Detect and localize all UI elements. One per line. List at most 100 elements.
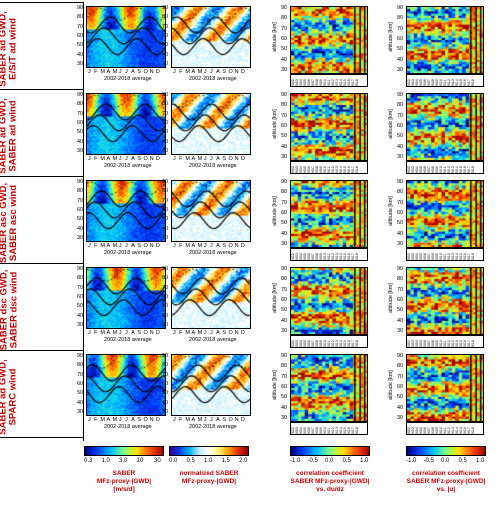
altitude-tick: 70 [77, 284, 84, 291]
month-tick: J [203, 243, 207, 249]
month-tick: J [173, 243, 176, 249]
panel-r2-c2 [171, 93, 251, 155]
month-tick: N [149, 156, 154, 162]
month-tick: D [155, 156, 160, 162]
month-tick: A [216, 243, 220, 249]
altitude-tick: 30 [397, 67, 404, 73]
row-label-text: SABER asc GWD, SABER asc wind [0, 182, 19, 264]
month-tick: N [149, 417, 154, 423]
colorbar-label-line: normalized SABER [179, 470, 239, 477]
month-tick: M [197, 330, 203, 336]
month-tick: O [228, 156, 233, 162]
month-tick: J [118, 330, 122, 336]
row-label-text: SABER ad GWD, SPARC wind [0, 359, 20, 435]
altitude-tick: 40 [77, 312, 84, 319]
altitude-tick: 60 [77, 207, 84, 213]
altitude-tick: 90 [281, 353, 288, 359]
altitude-tick: 80 [77, 188, 84, 195]
year-tick: 2018 [355, 340, 359, 348]
altitude-tick: 60 [281, 210, 288, 216]
month-tick: M [185, 243, 190, 249]
altitude-tick: 50 [162, 129, 169, 136]
average-caption: 2002-2018 average [189, 163, 237, 169]
month-tick: A [131, 69, 135, 75]
month-tick: S [222, 69, 226, 75]
month-tick: J [210, 417, 213, 423]
altitude-tick: 60 [162, 33, 169, 39]
altitude-axis-label: altitude [km] [271, 109, 278, 139]
month-tick: J [118, 156, 122, 162]
month-tick: A [216, 69, 220, 75]
month-tick: A [216, 417, 220, 423]
month-tick: J [173, 417, 176, 423]
altitude-tick: 40 [162, 312, 169, 319]
month-tick: M [100, 330, 105, 336]
colorbar-label: normalized SABER MFz-proxy-|GWD| [164, 470, 254, 486]
altitude-tick: 90 [162, 266, 169, 272]
month-tick: M [112, 69, 118, 75]
altitude-tick: 90 [397, 266, 404, 272]
average-caption: 2002-2018 average [189, 424, 237, 430]
heatmap-field [407, 94, 483, 160]
altitude-tick: 30 [281, 328, 288, 334]
row-separator [0, 350, 83, 351]
altitude-tick: 50 [77, 129, 84, 136]
month-tick: N [234, 330, 239, 336]
colorbar-label-line: vs. du/dz [316, 486, 344, 493]
altitude-axis-label: altitude [km] [387, 283, 394, 313]
altitude-tick: 60 [397, 123, 404, 129]
altitude-tick: 70 [162, 197, 169, 204]
heatmap-field [291, 94, 367, 160]
month-tick: A [191, 417, 196, 423]
altitude-tick: 60 [77, 120, 84, 126]
month-tick: A [191, 330, 196, 336]
month-tick: M [100, 69, 105, 75]
panel-r2-c1 [86, 93, 166, 155]
row-separator [0, 437, 83, 438]
altitude-tick: 60 [162, 120, 169, 126]
altitude-tick: 30 [281, 415, 288, 421]
altitude-tick: 90 [77, 5, 84, 11]
colorbar-tick: -0.5 [307, 458, 318, 464]
month-tick: J [173, 330, 176, 336]
altitude-tick: 70 [397, 112, 404, 119]
average-caption: 2002-2018 average [104, 163, 152, 169]
colorbar-label: SABER MFz-proxy-|GWD| [m/s/d] [79, 470, 169, 494]
panel-r3-c1 [86, 180, 166, 242]
year-tick: 2018 [471, 79, 475, 87]
year-tick-strip: 2002 2003 2004 2005 2006 2007 2008 2009 2010 2011… [406, 74, 484, 87]
heatmap-field [172, 355, 250, 415]
colorbar-label-line: [m/s/d] [113, 486, 135, 493]
altitude-tick: 70 [397, 199, 404, 206]
year-tick: 2018 [471, 340, 475, 348]
altitude-tick: 50 [281, 46, 288, 53]
month-tick: J [210, 243, 213, 249]
altitude-tick: 70 [162, 371, 169, 378]
altitude-tick: 30 [77, 61, 84, 67]
colorbar-corr2 [406, 446, 486, 456]
colorbar-tick: 10 [136, 458, 144, 464]
month-tick: J [203, 156, 207, 162]
heatmap-field [407, 7, 483, 73]
colorbar-tick: -1.0 [290, 458, 301, 464]
altitude-tick: 60 [281, 297, 288, 303]
altitude-tick: 60 [77, 33, 84, 39]
month-tick: S [222, 417, 226, 423]
altitude-tick: 50 [397, 220, 404, 227]
altitude-tick: 80 [281, 15, 288, 22]
altitude-tick: 30 [162, 235, 169, 241]
panel-r4-c2 [171, 267, 251, 329]
altitude-tick: 70 [162, 23, 169, 30]
month-tick: S [137, 417, 141, 423]
altitude-tick: 40 [397, 56, 404, 63]
altitude-tick: 50 [77, 390, 84, 397]
altitude-tick: 40 [281, 404, 288, 411]
colorbar-tick: 1.0 [101, 458, 110, 464]
altitude-tick: 70 [77, 371, 84, 378]
month-tick: M [185, 69, 190, 75]
colorbar-gwd [84, 446, 164, 456]
month-tick: F [179, 330, 183, 336]
average-caption: 2002-2018 average [104, 250, 152, 256]
altitude-tick: 80 [397, 15, 404, 22]
altitude-tick: 30 [281, 241, 288, 247]
